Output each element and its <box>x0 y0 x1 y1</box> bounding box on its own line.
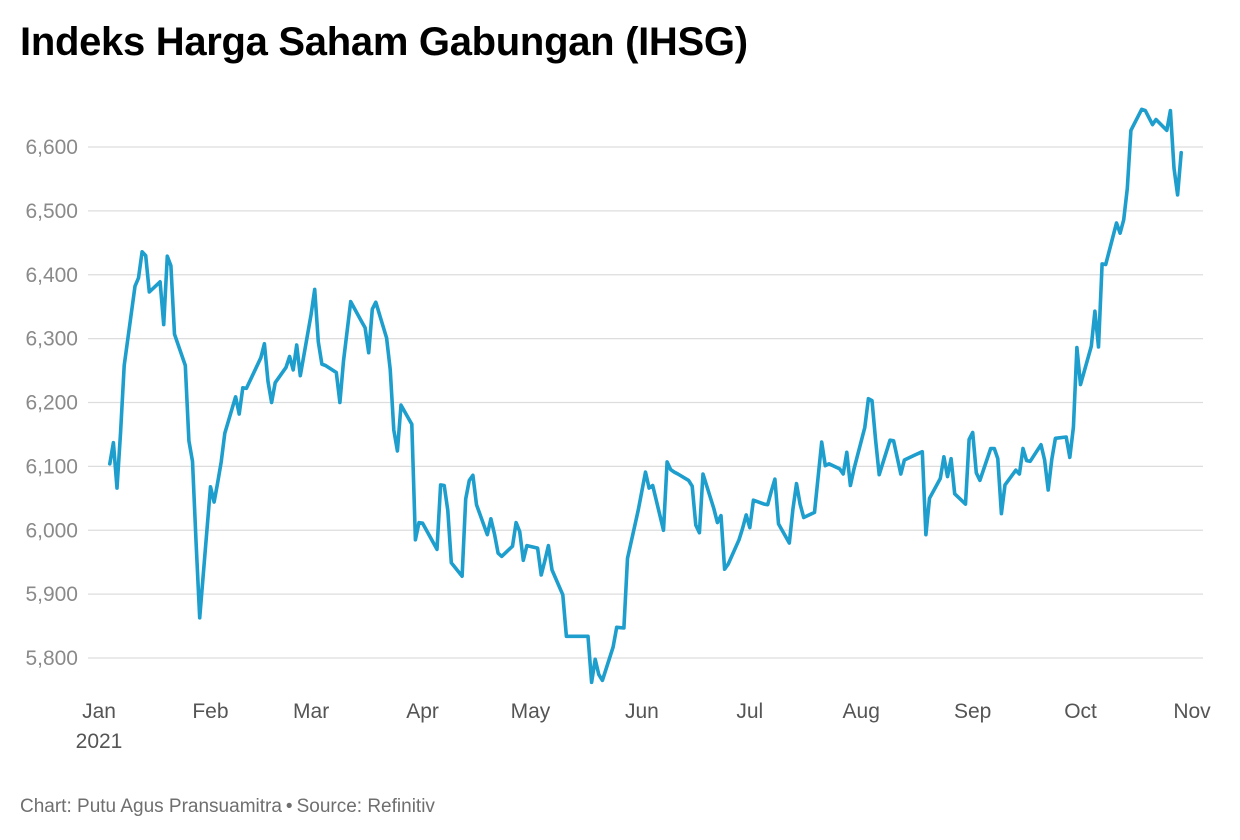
page-title: Indeks Harga Saham Gabungan (IHSG) <box>20 20 748 64</box>
x-tick-label: Jan <box>82 700 116 723</box>
y-tick-label: 5,900 <box>25 583 78 606</box>
x-tick-label: May <box>511 700 551 723</box>
y-tick-label: 6,400 <box>25 264 78 287</box>
x-tick-label: Sep <box>954 700 991 723</box>
chart-author: Chart: Putu Agus Pransuamitra <box>20 796 282 817</box>
grid-lines <box>88 146 1203 659</box>
chart-source: Source: Refinitiv <box>296 796 435 817</box>
y-tick-label: 6,100 <box>25 455 78 478</box>
y-tick-label: 6,600 <box>25 136 78 159</box>
x-tick-year-label: 2021 <box>76 730 123 753</box>
x-tick-label: Nov <box>1173 700 1211 723</box>
y-tick-label: 6,300 <box>25 328 78 351</box>
y-axis-tick-labels: 5,800 5,900 6,000 6,100 6,200 6,300 6,400 6,500… <box>25 136 78 670</box>
x-tick-label: Oct <box>1064 700 1097 723</box>
x-tick-label: Mar <box>293 700 329 723</box>
y-tick-label: 6,200 <box>25 392 78 415</box>
x-tick-label: Jun <box>625 700 659 723</box>
y-tick-label: 6,500 <box>25 200 78 223</box>
footer-separator: • <box>285 796 293 817</box>
y-tick-label: 5,800 <box>25 647 78 670</box>
series-line-0 <box>108 107 1183 685</box>
x-tick-label: Aug <box>843 700 880 723</box>
y-tick-label: 6,000 <box>25 519 78 542</box>
series-layer <box>108 107 1183 685</box>
x-tick-label: Feb <box>192 700 228 723</box>
x-axis-tick-labels: Jan 2021 Feb Mar Apr May Jun Jul Aug Sep Oct Nov <box>76 700 1212 753</box>
x-tick-label: Apr <box>406 700 439 723</box>
x-tick-label: Jul <box>736 700 763 723</box>
chart-footer: Chart: Putu Agus Pransuamitra • Source: Re… <box>20 796 435 818</box>
